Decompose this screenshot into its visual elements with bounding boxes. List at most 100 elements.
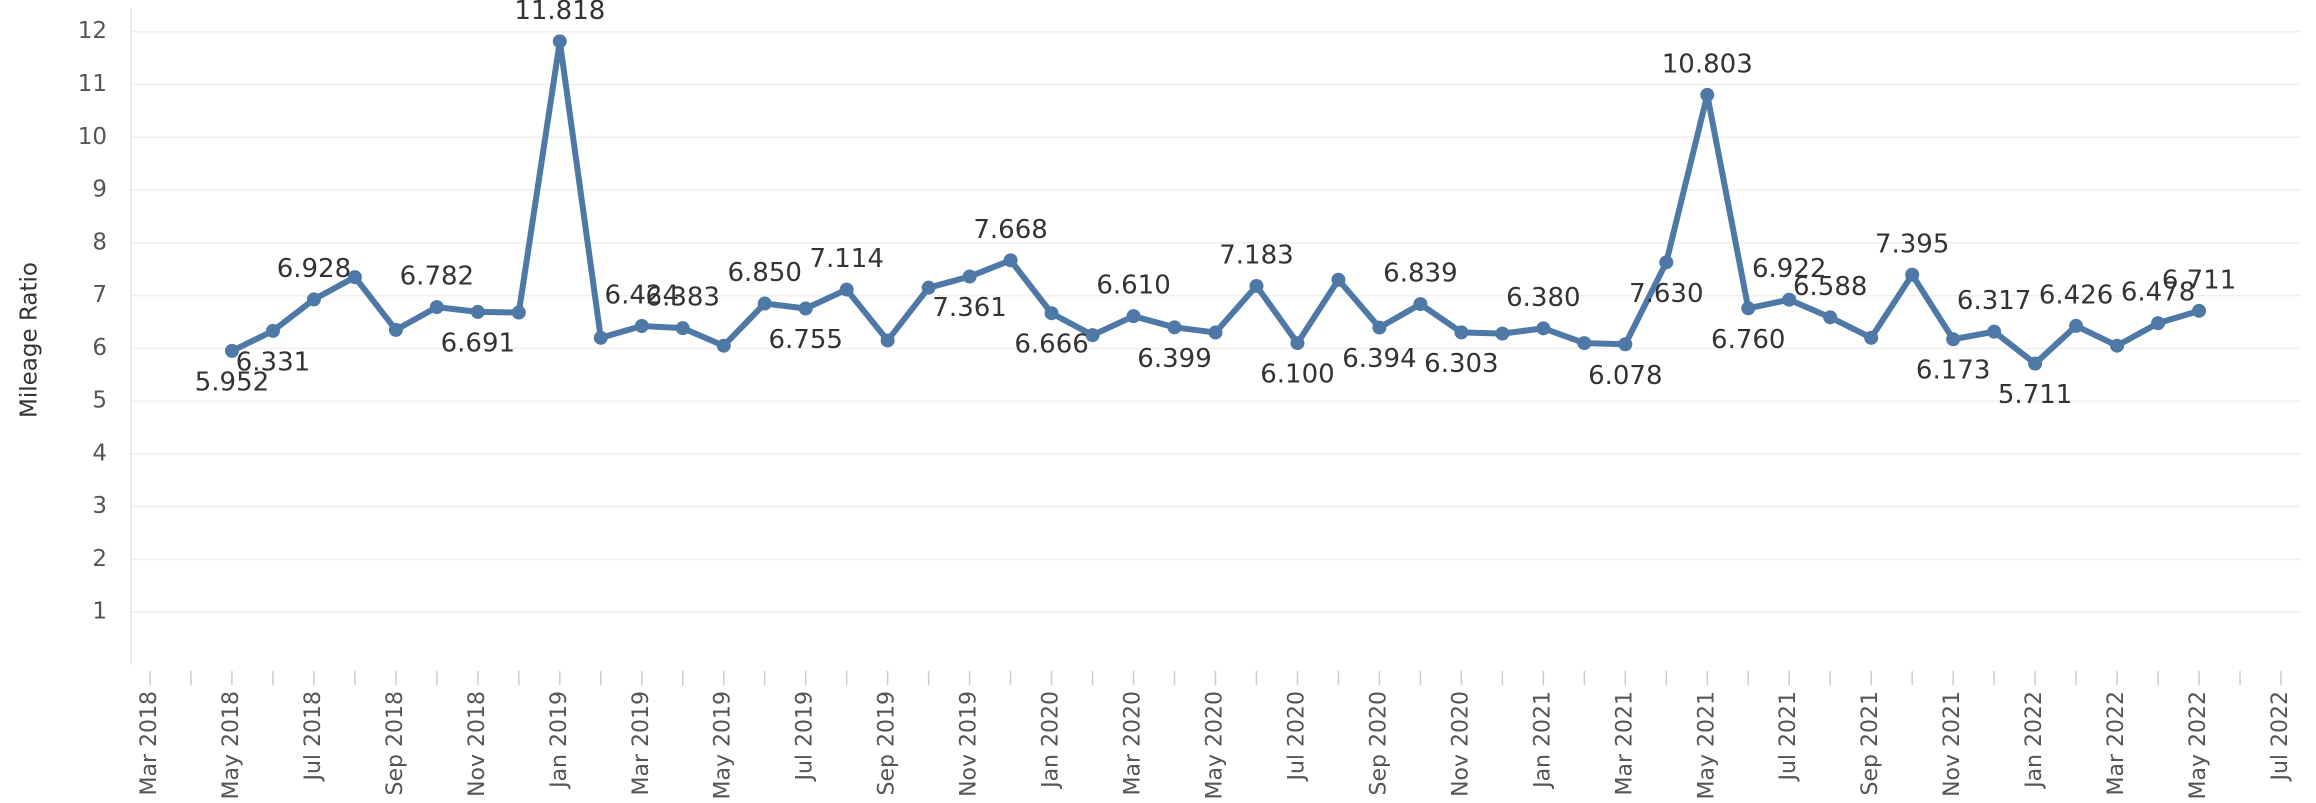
point [1413,297,1428,312]
point [2151,316,2166,331]
point [1044,306,1059,321]
data-label: 7.114 [809,244,883,274]
x-tick-label: May 2019 [711,691,736,799]
point [1536,321,1551,336]
data-label: 6.760 [1711,325,1785,355]
x-tick-label: May 2022 [2186,691,2211,799]
point [634,318,649,333]
data-label: 7.668 [973,215,1047,245]
x-tick-label: May 2018 [219,691,244,799]
point [1700,87,1715,102]
data-label: 10.803 [1662,49,1753,79]
point [798,301,813,316]
line [230,38,2200,367]
point [347,270,362,285]
x-tick-label: Jan 2019 [547,691,572,790]
data-label: 6.100 [1260,360,1334,390]
x-tick-label: May 2020 [1203,691,1228,799]
point [1905,267,1920,282]
point [1249,278,1264,293]
y-tick-label: 8 [92,229,107,255]
point [2028,356,2043,371]
point [2110,338,2125,353]
point [1577,336,1592,351]
y-tick-label: 9 [92,177,107,203]
data-label: 5.952 [195,367,269,397]
x-tick-label: Mar 2022 [2104,691,2129,796]
data-label: 7.395 [1875,229,1949,259]
point [1290,336,1305,351]
data-label: 6.399 [1137,344,1211,374]
x-tick-label: Nov 2020 [1448,691,1473,797]
data-label: 6.478 [2121,278,2195,308]
point [1864,330,1879,345]
point [1126,309,1141,324]
x-tick-label: Jan 2020 [1039,691,1064,790]
point [757,296,772,311]
data-label: 7.630 [1629,279,1703,309]
data-label: 6.922 [1752,254,1826,284]
data-label: 7.361 [932,293,1006,323]
data-label: 6.303 [1424,349,1498,379]
point [1741,301,1756,316]
x-tick-label: Sep 2019 [875,691,900,795]
point [1618,337,1633,352]
x-tick-label: Sep 2021 [1858,691,1883,795]
x-tick-label: Mar 2021 [1612,691,1637,796]
point [1003,253,1018,268]
point [1782,292,1797,307]
point [511,305,526,320]
point [1454,325,1469,340]
y-tick-label: 4 [92,440,107,466]
y-tick-label: 5 [92,388,107,414]
data-label: 6.078 [1588,361,1662,391]
point [839,282,854,297]
y-tick-label: 2 [92,546,107,572]
data-label: 6.394 [1342,344,1416,374]
point [388,322,403,337]
data-label: 6.691 [441,328,515,358]
point [1085,328,1100,343]
point [1167,320,1182,335]
x-tick-label: Jul 2022 [2268,691,2293,783]
data-label: 6.424 [605,280,679,310]
data-label: 6.588 [1793,272,1867,302]
x-tick-label: Sep 2020 [1366,691,1391,795]
data-label: 6.317 [1957,286,2031,316]
point [1823,310,1838,325]
x-tick-label: Nov 2021 [1940,691,1965,797]
point [962,269,977,284]
point [265,323,280,338]
point [2192,303,2207,318]
point [1495,326,1510,341]
x-tick-label: Jul 2020 [1284,691,1309,783]
point [1946,332,1961,347]
point [1659,255,1674,270]
x-tick-label: Mar 2019 [629,691,654,796]
point [224,343,239,358]
data-label: 6.610 [1096,271,1170,301]
data-label: 6.755 [768,325,842,355]
y-tick-label: 10 [78,124,107,150]
point [921,280,936,295]
data-label: 5.711 [1998,380,2072,410]
point [2069,318,2084,333]
point [429,300,444,315]
point [880,333,895,348]
point [1331,272,1346,287]
data-label: 6.380 [1506,283,1580,313]
data-label: 6.711 [2162,265,2236,295]
x-tick-label: Nov 2019 [957,691,982,797]
x-tick-label: Sep 2018 [383,691,408,795]
x-tick-label: Mar 2020 [1121,691,1146,796]
point [306,292,321,307]
y-tick-label: 6 [92,335,107,361]
y-tick-label: 1 [92,599,107,625]
data-label: 6.666 [1014,330,1088,360]
x-tick-label: Jan 2022 [2022,691,2047,790]
x-tick-label: Jul 2021 [1776,691,1801,783]
x-tick-label: Jul 2019 [793,691,818,783]
y-tick-label: 12 [78,18,107,44]
y-tick-label: 7 [92,282,107,308]
